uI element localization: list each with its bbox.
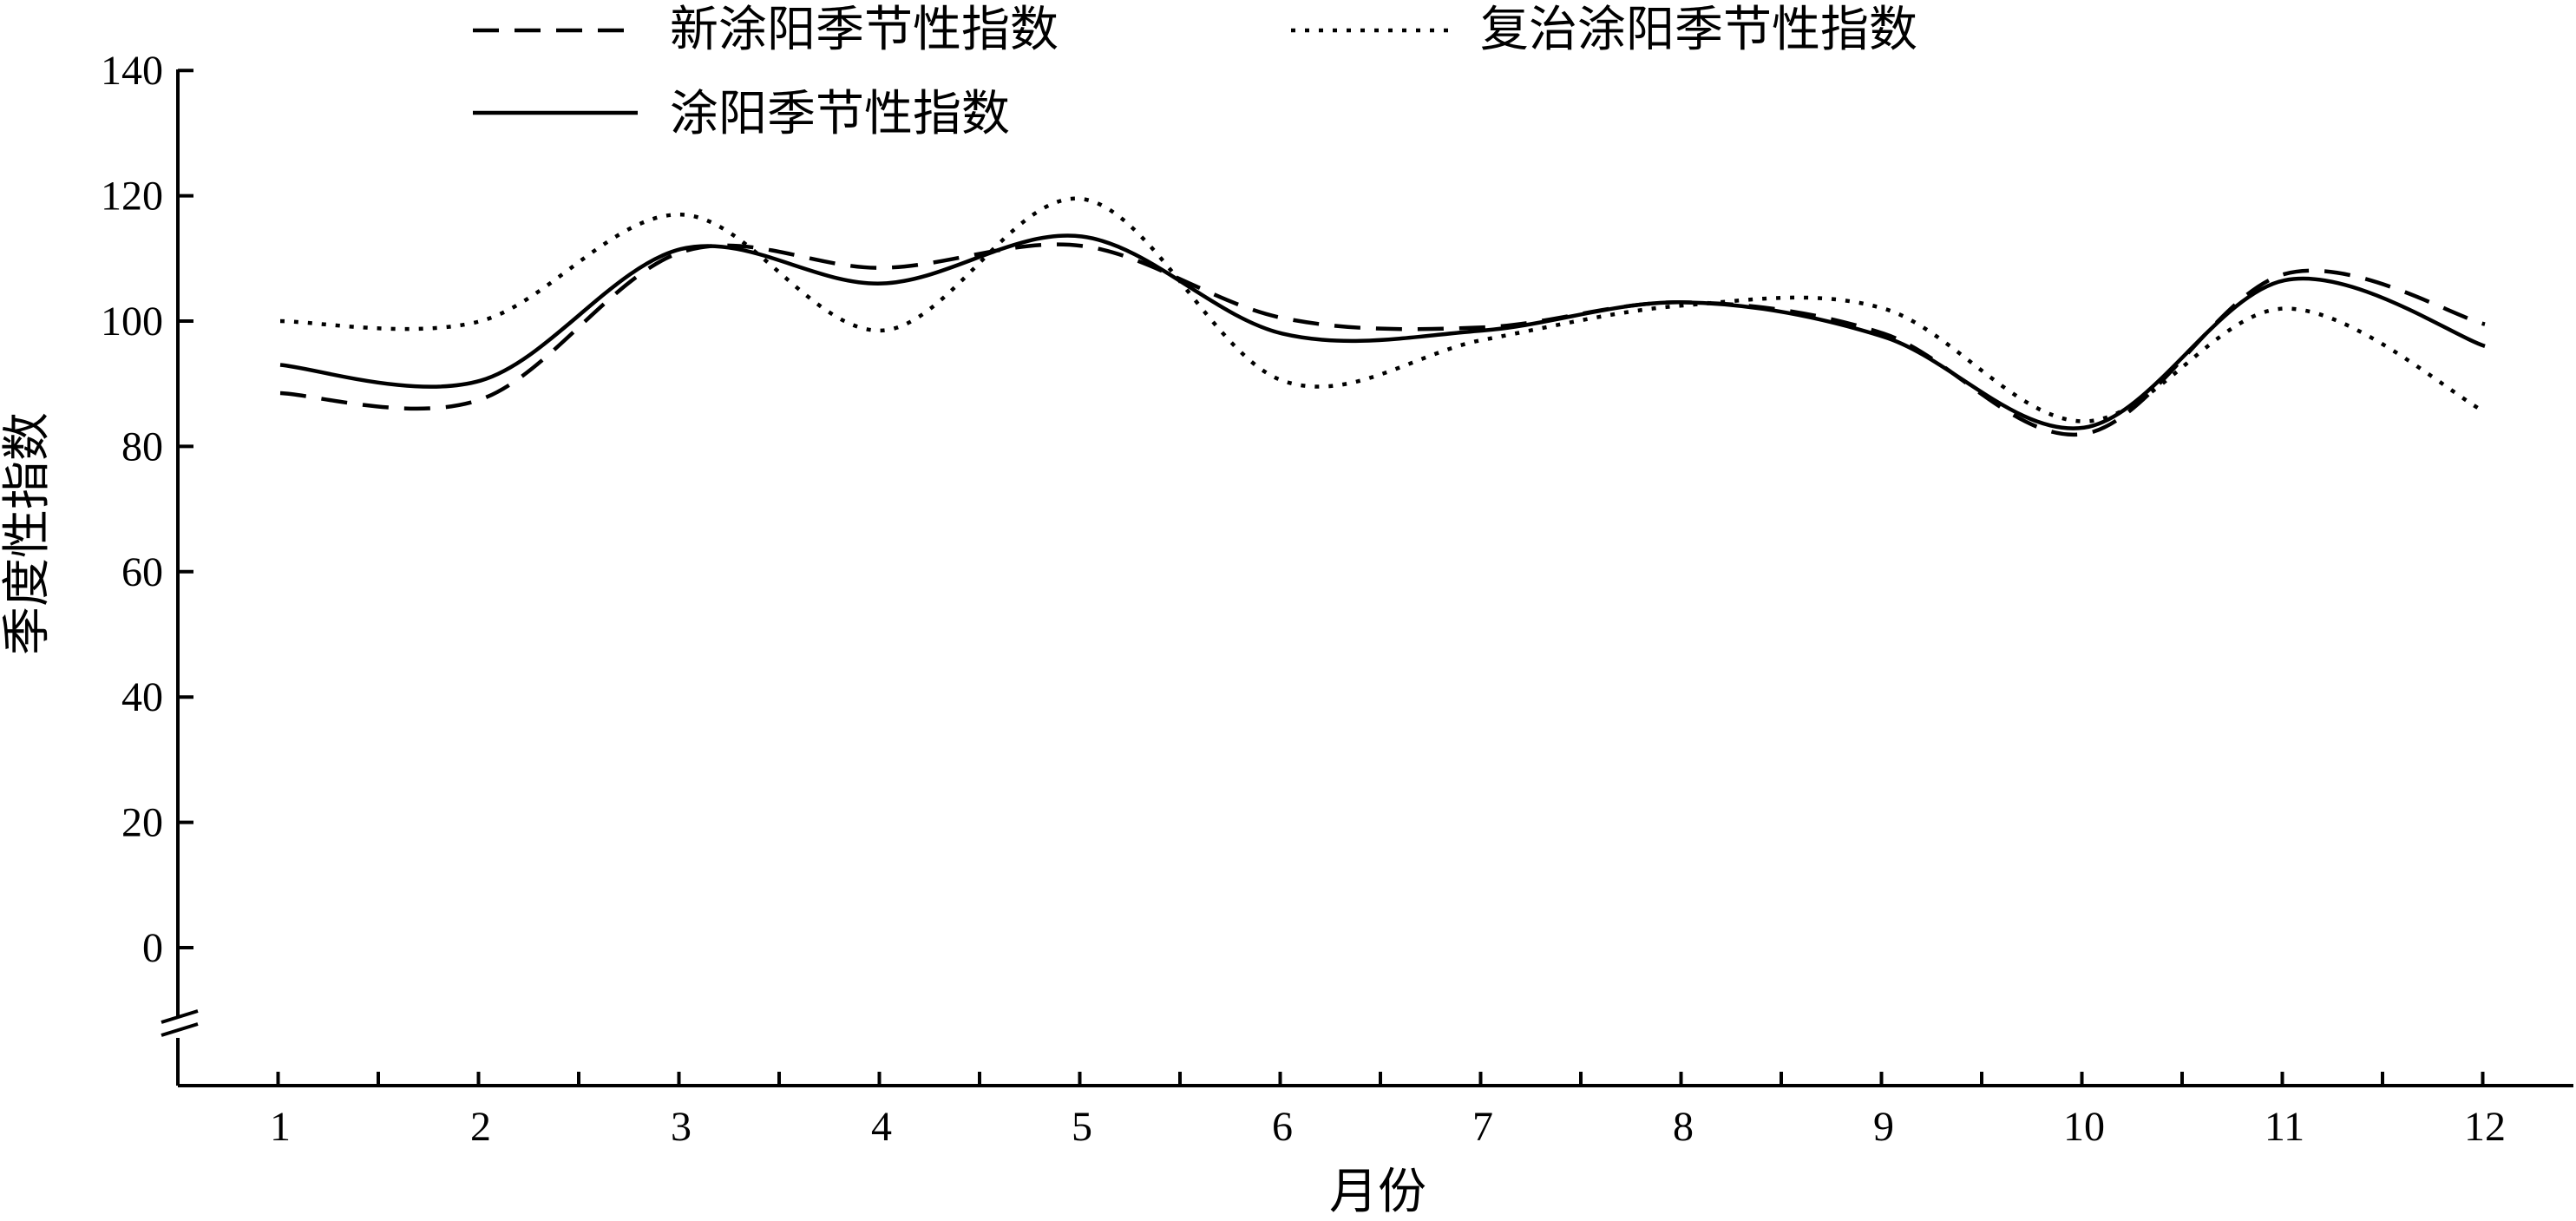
x-tick-label: 12 [2464, 1104, 2506, 1150]
x-tick-label: 11 [2265, 1104, 2304, 1150]
x-axis-title: 月份 [1329, 1164, 1426, 1220]
x-tick-label: 9 [1873, 1104, 1894, 1150]
y-tick-label: 140 [101, 48, 163, 94]
x-tick-label: 4 [871, 1104, 892, 1150]
y-tick-label: 20 [121, 800, 163, 846]
y-tick-label: 120 [101, 174, 163, 220]
series-line-dashed [279, 242, 2486, 437]
x-tick-label: 7 [1472, 1104, 1493, 1150]
y-tick-label: 60 [121, 549, 163, 595]
y-tick-label: 80 [121, 423, 163, 469]
x-tick-label: 1 [270, 1104, 291, 1150]
axis-break-mark [161, 1022, 199, 1037]
x-tick-label: 10 [2063, 1104, 2105, 1150]
legend-label: 涂阳季节性指数 [670, 86, 1010, 142]
y-tick-label: 40 [121, 674, 163, 720]
series-layer [279, 196, 2487, 437]
legend-label: 新涂阳季节性指数 [670, 2, 1059, 58]
y-tick-label: 100 [101, 299, 163, 345]
series-line-dotted [279, 196, 2487, 423]
axis-break-mark [161, 1009, 199, 1024]
y-axis-title: 季度性指数 [0, 412, 56, 655]
x-tick-label: 2 [470, 1104, 491, 1150]
series-line-solid [279, 233, 2486, 430]
x-tick-label: 6 [1272, 1104, 1293, 1150]
y-tick-label: 0 [142, 925, 163, 971]
x-tick-label: 3 [671, 1104, 692, 1150]
legend-label: 复治涂阳季节性指数 [1480, 2, 1917, 58]
x-tick-label: 5 [1072, 1104, 1092, 1150]
x-tick-label: 8 [1673, 1104, 1694, 1150]
